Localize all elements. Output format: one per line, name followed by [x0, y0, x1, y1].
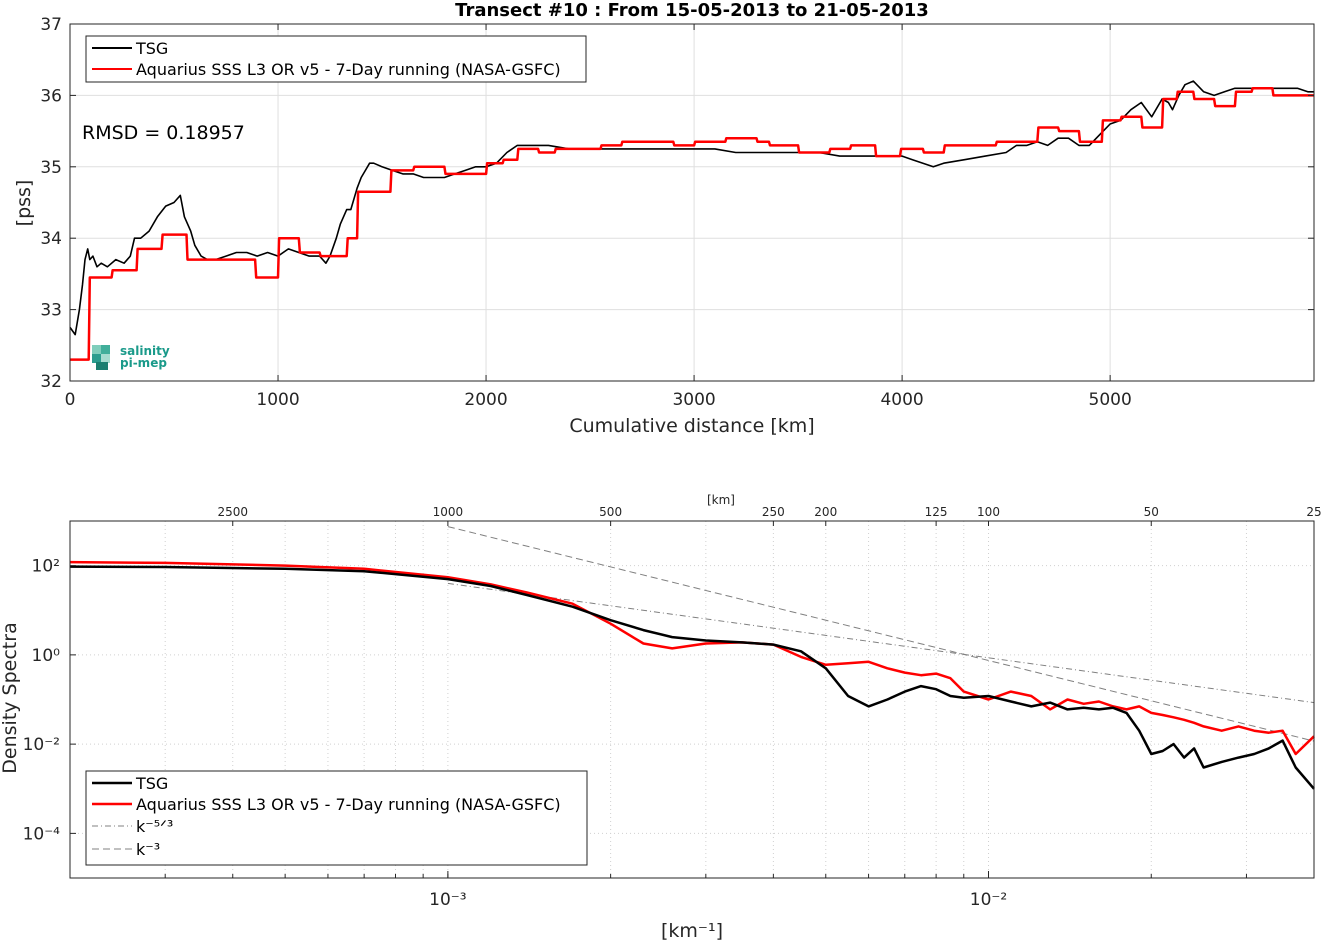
bottom-ticks: 10⁻⁴ 10⁻² 10⁰ 10² 10⁻³ 10⁻² 2500 1000 500 250 200 1… — [23, 505, 1322, 910]
top-y-tick-label: 35 — [40, 158, 62, 178]
top-x-tick-label: 2000 — [464, 390, 507, 410]
bottom-top-tick-label: 1000 — [433, 505, 464, 519]
bottom-top-tick-label: 100 — [977, 505, 1000, 519]
bottom-top-tick-label: 2500 — [217, 505, 248, 519]
top-x-tick-label: 1000 — [256, 390, 299, 410]
top-grid — [70, 24, 1314, 381]
density-spectra-plot: 10⁻⁴ 10⁻² 10⁰ 10² 10⁻³ 10⁻² 2500 1000 500 250 200 1… — [0, 493, 1322, 942]
top-y-tick-label: 33 — [40, 301, 62, 321]
bottom-series-group — [69, 526, 1315, 790]
bottom-x-axis-label: [km⁻¹] — [661, 920, 723, 942]
top-series-group — [69, 80, 1314, 361]
bottom-series-k53 — [447, 582, 1315, 704]
top-x-tick-label: 0 — [65, 390, 76, 410]
bottom-legend-label-tsg: TSG — [135, 774, 168, 793]
bottom-legend-label-k3: k⁻³ — [136, 840, 160, 859]
bottom-grid — [70, 521, 1314, 878]
bottom-axes-box — [69, 520, 1315, 879]
rmsd-annotation: RMSD = 0.18957 — [82, 122, 245, 144]
bottom-top-tick-label: 250 — [762, 505, 785, 519]
top-x-axis-label: Cumulative distance [km] — [569, 415, 814, 437]
bottom-series-tsg — [69, 565, 1315, 790]
top-series-tsg — [69, 80, 1314, 336]
bottom-legend-label-aquarius: Aquarius SSS L3 OR v5 - 7-Day running (N… — [136, 795, 561, 814]
bottom-top-tick-label: 200 — [814, 505, 837, 519]
bottom-x-tick-label: 10⁻³ — [429, 890, 466, 910]
top-y-tick-label: 32 — [40, 372, 62, 392]
bottom-y-tick-label: 10⁻² — [23, 735, 60, 755]
bottom-series-k3 — [447, 526, 1315, 742]
top-y-tick-label: 36 — [40, 86, 62, 106]
top-y-tick-label: 34 — [40, 229, 62, 249]
top-x-tick-label: 5000 — [1089, 390, 1132, 410]
top-legend: TSG Aquarius SSS L3 OR v5 - 7-Day runnin… — [85, 35, 587, 83]
top-x-tick-label: 4000 — [880, 390, 923, 410]
bottom-legend-label-k53: k⁻⁵ᐟ³ — [136, 817, 173, 836]
bottom-y-tick-label: 10² — [32, 557, 60, 577]
top-legend-label-tsg: TSG — [135, 39, 168, 58]
top-legend-label-aquarius: Aquarius SSS L3 OR v5 - 7-Day running (N… — [136, 60, 561, 79]
bottom-top-axis-label: [km] — [707, 493, 735, 507]
bottom-y-tick-label: 10⁻⁴ — [23, 824, 61, 844]
bottom-y-tick-label: 10⁰ — [32, 646, 61, 666]
bottom-top-tick-label: 125 — [925, 505, 948, 519]
bottom-top-tick-label: 25 — [1306, 505, 1321, 519]
bottom-top-tick-label: 50 — [1144, 505, 1159, 519]
bottom-legend: TSG Aquarius SSS L3 OR v5 - 7-Day runnin… — [85, 770, 588, 866]
salinity-pi-mep-logo: salinity pi-mep — [92, 344, 170, 370]
bottom-series-aquarius — [69, 560, 1315, 756]
logo-line-2: pi-mep — [120, 356, 167, 370]
top-x-tick-label: 3000 — [672, 390, 715, 410]
logo-line-1: salinity — [120, 344, 170, 358]
top-y-axis-label: [pss] — [13, 180, 35, 227]
top-axes-box — [69, 23, 1315, 382]
top-chart-title: Transect #10 : From 15-05-2013 to 21-05-… — [455, 0, 929, 21]
top-ticks: 0 1000 2000 3000 4000 5000 32 33 34 35 36 37 — [40, 15, 1314, 410]
top-series-aquarius — [70, 87, 1314, 361]
bottom-x-tick-label: 10⁻² — [970, 890, 1007, 910]
salinity-transect-plot: 0 1000 2000 3000 4000 5000 32 33 34 35 36 37 Transe… — [13, 0, 1315, 437]
top-y-tick-label: 37 — [40, 15, 62, 35]
bottom-top-tick-label: 500 — [599, 505, 622, 519]
bottom-y-axis-label: Density Spectra — [0, 622, 21, 773]
